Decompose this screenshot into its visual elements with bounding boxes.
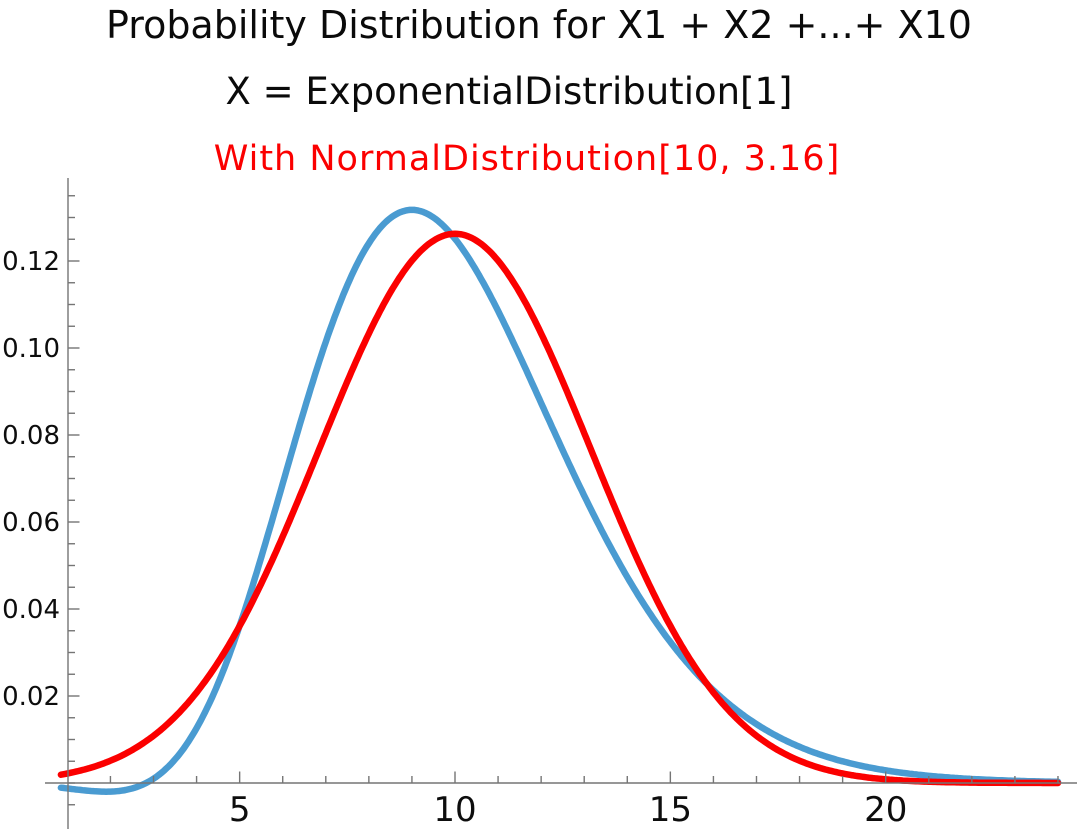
y-tick-label: 0.08 [2,421,60,451]
x-tick-label: 15 [649,790,692,830]
y-tick-label: 0.04 [2,595,60,625]
x-tick-label: 10 [433,790,476,830]
chart-subtitle: X = ExponentialDistribution[1] [225,70,793,113]
x-tick-label: 5 [229,790,251,830]
chart-annotation: With NormalDistribution[10, 3.16] [213,139,841,179]
normal-approximation-curve [57,230,1062,787]
chart-title: Probability Distribution for X1 + X2 +..… [106,3,972,47]
y-tick-label: 0.06 [2,508,60,538]
y-tick-label: 0.12 [2,247,60,277]
x-tick-label: 20 [864,790,907,830]
y-tick-label: 0.02 [2,682,60,712]
y-tick-label: 0.10 [2,334,60,364]
sum-distribution-curve [57,206,1062,795]
